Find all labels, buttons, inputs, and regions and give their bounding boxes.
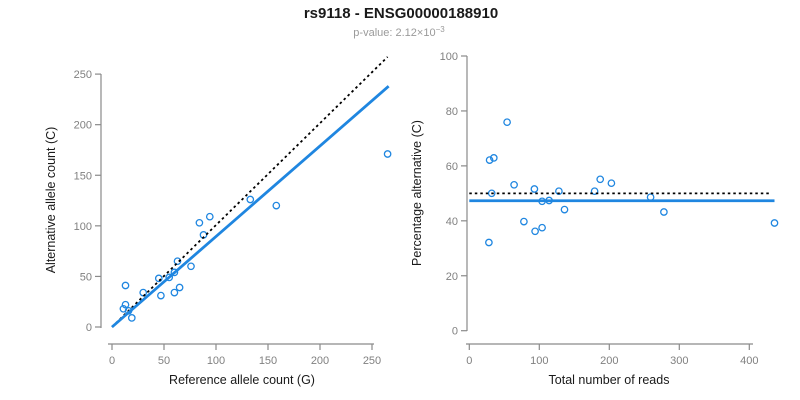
x-tick-label: 150 xyxy=(259,355,277,367)
left-x-axis-title: Reference allele count (G) xyxy=(169,373,315,387)
x-tick-label: 100 xyxy=(530,355,548,367)
y-tick-label: 80 xyxy=(446,106,458,118)
data-point xyxy=(489,154,498,162)
data-point xyxy=(170,288,179,297)
right-x-axis-title: Total number of reads xyxy=(549,373,670,387)
y-tick-label: 60 xyxy=(446,161,458,173)
data-point xyxy=(530,185,539,193)
data-point xyxy=(272,201,281,210)
pvalue-exponent: −3 xyxy=(435,25,445,34)
y-tick-label: 100 xyxy=(440,51,458,63)
x-tick-label: 100 xyxy=(207,355,225,367)
x-tick-label: 200 xyxy=(600,355,618,367)
data-point xyxy=(121,300,130,309)
identity-line xyxy=(111,56,389,328)
data-point xyxy=(555,187,563,196)
data-point xyxy=(246,195,255,204)
data-point xyxy=(175,283,184,292)
data-point xyxy=(173,257,182,266)
y-tick-label: 200 xyxy=(74,120,92,132)
data-point xyxy=(154,274,163,283)
y-tick-label: 0 xyxy=(452,326,458,338)
pvalue-text: p-value: 2.12×10 xyxy=(353,27,436,39)
data-point xyxy=(127,314,136,322)
data-point xyxy=(165,273,174,282)
left-scatter-panel: 0 50 100 150 200 250 0 50 100 150 200 250 xyxy=(74,56,392,367)
right-y-axis-title: Percentage alternative (C) xyxy=(410,120,424,266)
y-tick-label: 250 xyxy=(74,69,92,81)
data-point xyxy=(485,238,493,247)
x-tick-label: 0 xyxy=(109,355,115,367)
left-y-axis-title: Alternative allele count (C) xyxy=(44,127,58,274)
data-point xyxy=(157,291,165,300)
data-point xyxy=(596,175,605,184)
data-point xyxy=(383,150,392,158)
data-point xyxy=(121,281,130,290)
data-point xyxy=(195,218,204,227)
data-point xyxy=(205,212,214,221)
data-point xyxy=(520,217,528,226)
data-point xyxy=(531,227,539,236)
y-tick-label: 100 xyxy=(74,221,92,233)
plot-subtitle: p-value: 2.12×10−3 xyxy=(353,25,444,39)
x-tick-label: 300 xyxy=(670,355,688,367)
y-tick-label: 50 xyxy=(80,271,92,283)
data-point xyxy=(660,208,668,216)
data-point xyxy=(590,187,599,196)
y-tick-label: 20 xyxy=(446,271,458,283)
data-point xyxy=(770,219,779,227)
data-point xyxy=(607,179,616,188)
x-tick-label: 200 xyxy=(311,355,329,367)
data-point xyxy=(560,205,569,214)
data-point xyxy=(187,262,195,271)
x-tick-label: 250 xyxy=(363,355,381,367)
data-point xyxy=(510,180,518,189)
x-tick-label: 0 xyxy=(466,355,472,367)
data-point xyxy=(485,156,494,164)
y-tick-label: 40 xyxy=(446,216,458,228)
x-tick-label: 400 xyxy=(740,355,758,367)
right-scatter-panel: 0 20 40 60 80 100 0 100 200 300 400 xyxy=(440,51,779,367)
y-tick-label: 0 xyxy=(86,322,92,334)
data-point xyxy=(538,223,546,232)
x-tick-label: 50 xyxy=(158,355,170,367)
data-point xyxy=(170,268,179,277)
data-point xyxy=(503,118,511,127)
plot-title: rs9118 - ENSG00000188910 xyxy=(303,5,499,22)
data-point xyxy=(487,189,496,198)
y-tick-label: 150 xyxy=(74,170,92,182)
regression-line xyxy=(111,85,390,329)
